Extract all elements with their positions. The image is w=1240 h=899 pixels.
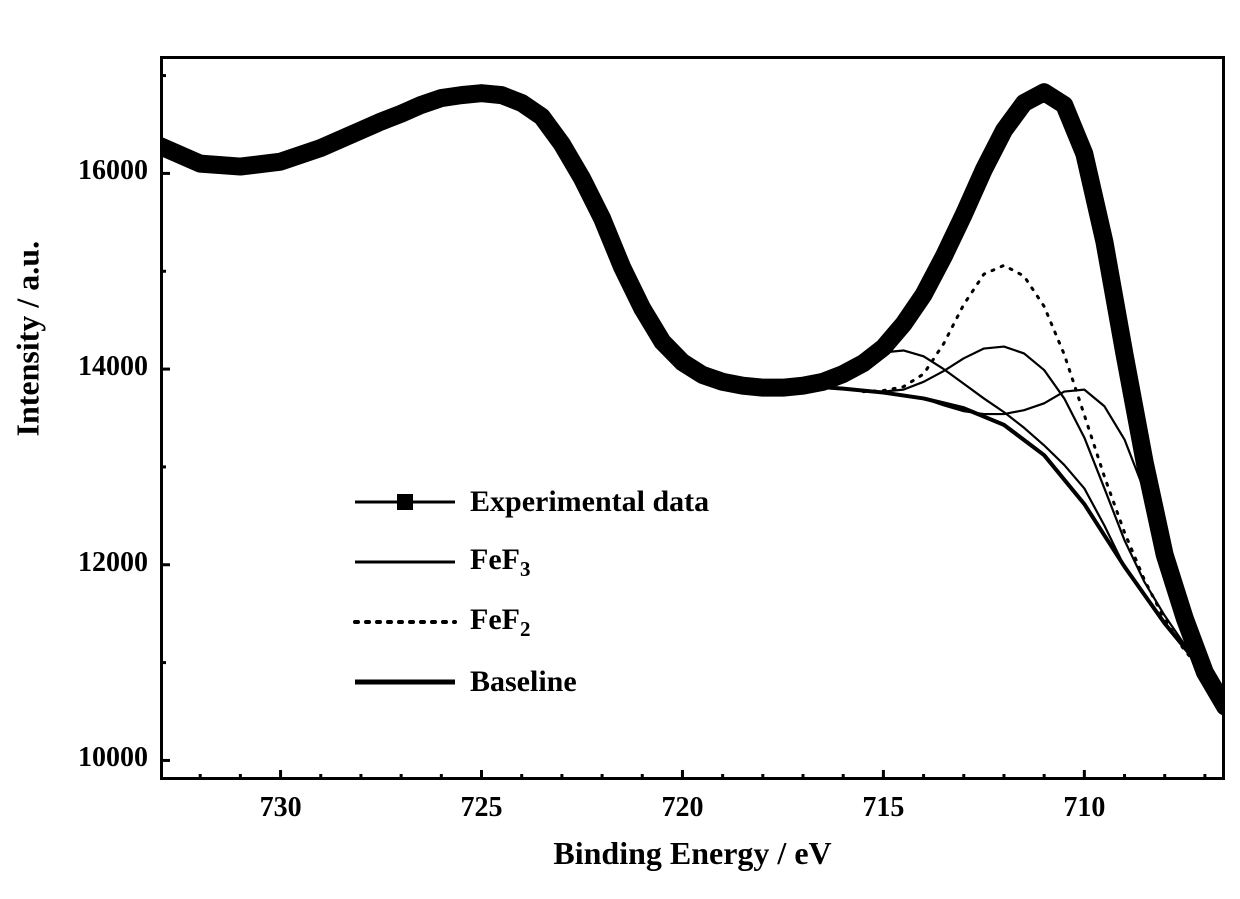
x-tick-label: 730 <box>251 792 311 824</box>
legend-swatch <box>350 487 460 517</box>
legend-swatch <box>350 667 460 697</box>
legend-label: Baseline <box>470 665 577 699</box>
legend-item-fef2: FeF2 <box>350 592 709 652</box>
legend-item-experimental: Experimental data <box>350 472 709 532</box>
legend-item-baseline: Baseline <box>350 652 709 712</box>
legend-label: FeF2 <box>470 603 530 642</box>
y-tick-label: 10000 <box>78 742 148 774</box>
y-tick-label: 12000 <box>78 547 148 579</box>
x-axis-label: Binding Energy / eV <box>513 835 873 872</box>
y-tick-label: 14000 <box>78 351 148 383</box>
legend: Experimental data FeF3 FeF2 Baseline <box>350 472 709 712</box>
legend-swatch <box>350 547 460 577</box>
plot-svg <box>0 0 1240 899</box>
legend-label: Experimental data <box>470 485 709 519</box>
series-fef3-a <box>823 350 1145 596</box>
x-tick-label: 720 <box>652 792 712 824</box>
y-tick-label: 16000 <box>78 155 148 187</box>
legend-label: FeF3 <box>470 543 530 582</box>
x-tick-label: 725 <box>452 792 512 824</box>
y-axis-label: Intensity / a.u. <box>10 397 47 437</box>
x-tick-label: 710 <box>1054 792 1114 824</box>
xps-spectrum-chart: Intensity / a.u. Binding Energy / eV Exp… <box>0 0 1240 899</box>
legend-item-fef3: FeF3 <box>350 532 709 592</box>
legend-swatch <box>350 607 460 637</box>
x-tick-label: 715 <box>853 792 913 824</box>
